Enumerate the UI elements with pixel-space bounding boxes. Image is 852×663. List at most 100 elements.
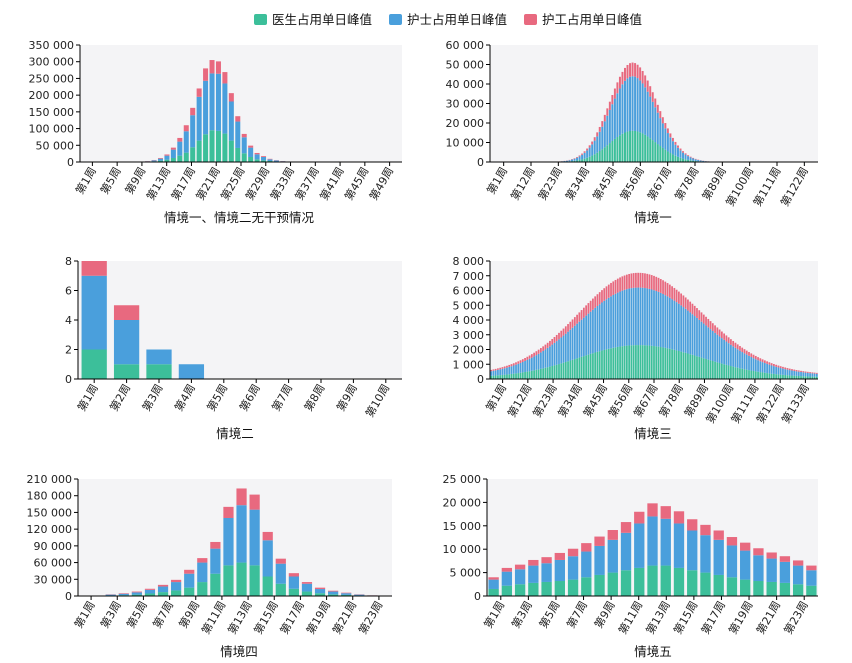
bar-worker <box>623 275 626 290</box>
bar-worker <box>630 273 633 289</box>
bar-worker <box>610 282 612 297</box>
panel-scenario-5: 05 00010 00015 00020 00025 000第1周 第3周 第5周第… <box>443 473 818 659</box>
bar-doctor <box>562 362 565 379</box>
bar-worker <box>157 157 164 159</box>
bar-nurse <box>792 565 804 585</box>
bar-nurse <box>687 310 689 354</box>
bar-nurse <box>328 591 339 595</box>
bar-worker <box>580 310 583 320</box>
y-tick-label: 30 000 <box>34 573 73 586</box>
bar-nurse <box>673 523 685 568</box>
bar-doctor <box>506 374 508 379</box>
bar-doctor <box>560 363 563 379</box>
bar-worker <box>499 367 502 370</box>
bar-worker <box>593 137 596 141</box>
bar-nurse <box>492 370 495 376</box>
bar-worker <box>727 337 730 344</box>
bar-worker <box>680 293 683 306</box>
bar-doctor <box>569 360 572 379</box>
bar-nurse <box>662 293 664 348</box>
bar-doctor <box>656 144 659 162</box>
bar-worker <box>674 141 677 145</box>
bar-doctor <box>573 160 576 162</box>
bar-worker <box>691 303 694 315</box>
bar-nurse <box>696 317 698 357</box>
bar-worker <box>209 60 215 74</box>
bar-doctor <box>671 154 674 162</box>
bar-nurse <box>573 325 576 360</box>
bar-nurse <box>766 363 768 374</box>
bar-doctor <box>581 159 584 162</box>
bar-nurse <box>734 347 737 368</box>
bar-worker <box>589 300 592 312</box>
bar-worker <box>644 273 646 289</box>
bar-doctor <box>650 345 653 379</box>
bar-worker <box>605 286 608 300</box>
bar-doctor <box>792 584 804 596</box>
x-tick-label: 第67周 <box>644 165 674 203</box>
bar-worker <box>533 352 535 357</box>
bar-nurse <box>514 569 526 585</box>
bar-nurse <box>611 104 614 141</box>
bar-nurse <box>671 299 673 350</box>
bar-worker <box>637 272 640 288</box>
x-tick-label: 第49周 <box>366 165 396 203</box>
bar-worker <box>571 319 574 328</box>
bar-doctor <box>734 367 737 379</box>
bar-worker <box>582 307 585 318</box>
bar-doctor <box>775 374 778 379</box>
bar-nurse <box>528 565 539 583</box>
bar-nurse <box>197 562 208 583</box>
bar-doctor <box>730 366 732 379</box>
bar-worker <box>616 82 619 94</box>
bar-doctor <box>611 140 614 162</box>
bar-doctor <box>675 350 678 379</box>
bar-worker <box>164 154 170 156</box>
bar-nurse <box>809 373 811 377</box>
bar-doctor <box>689 354 692 379</box>
bar-nurse <box>501 571 513 586</box>
bar-nurse <box>588 147 591 157</box>
bar-worker <box>573 158 576 159</box>
bar-nurse <box>589 311 592 354</box>
bar-worker <box>752 354 755 359</box>
bar-worker <box>788 368 791 371</box>
bar-doctor <box>580 356 583 379</box>
bar-nurse <box>591 144 594 156</box>
bar-doctor <box>673 567 685 596</box>
bar-nurse <box>249 509 260 566</box>
bar-doctor <box>499 375 502 379</box>
bar-nurse <box>636 78 639 132</box>
bar-worker <box>501 367 504 369</box>
bar-worker <box>720 331 723 339</box>
bar-worker <box>170 147 176 150</box>
y-tick-label: 10 000 <box>443 543 482 556</box>
bar-worker <box>613 88 616 99</box>
bar-nurse <box>669 137 672 154</box>
bar-doctor <box>262 576 273 596</box>
bar-worker <box>743 349 746 354</box>
bar-doctor <box>806 585 817 596</box>
bar-worker <box>759 358 762 362</box>
bar-nurse <box>582 317 585 357</box>
x-tick-label: 第5周 <box>536 599 563 631</box>
x-tick-label: 第12周 <box>507 165 537 203</box>
bar-worker <box>696 308 698 318</box>
bar-worker <box>203 68 209 81</box>
bar-doctor <box>535 369 538 379</box>
bar-nurse <box>144 589 156 594</box>
bar-nurse <box>157 586 169 593</box>
bar-doctor <box>726 577 738 596</box>
bar-doctor <box>773 373 775 379</box>
y-tick-label: 50 000 <box>446 59 485 72</box>
bar-worker <box>621 71 624 85</box>
bar-worker <box>341 592 352 594</box>
bar-worker <box>628 273 630 289</box>
bar-doctor <box>171 590 182 596</box>
x-tick-label: 第4周 <box>171 382 198 414</box>
bar-nurse <box>580 319 583 357</box>
bar-worker <box>784 367 787 370</box>
bar-doctor <box>636 131 639 162</box>
bar-worker <box>653 275 655 291</box>
bar-doctor <box>718 363 721 379</box>
